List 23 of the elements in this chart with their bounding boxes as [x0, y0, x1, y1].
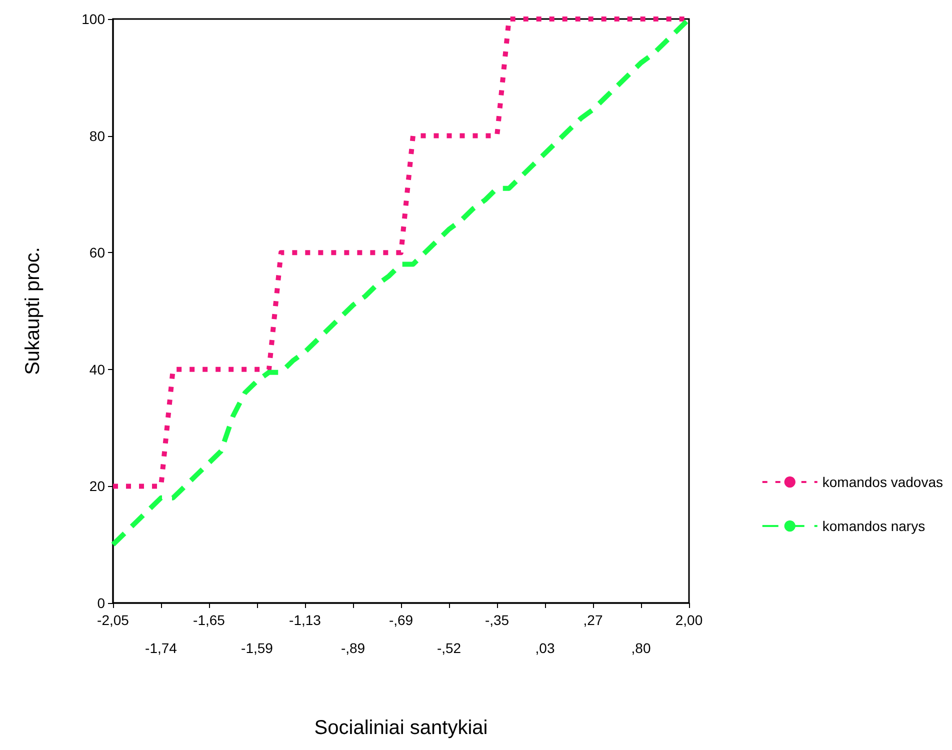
x-tick-label: -,52 — [436, 640, 462, 656]
x-axis-title: Socialiniai santykiai — [314, 717, 488, 739]
legend-label: komandos narys — [822, 518, 926, 534]
x-tick-label: ,27 — [583, 612, 603, 628]
x-tick-label: 2,00 — [675, 612, 703, 628]
y-tick-label: 0 — [97, 595, 106, 611]
x-tick-label: -1,13 — [289, 612, 322, 628]
x-tick-label: -1,59 — [241, 640, 274, 656]
y-axis-title: Sukaupti proc. — [22, 247, 44, 375]
y-tick-label: 60 — [89, 244, 106, 261]
x-tick-label: -1,74 — [145, 640, 178, 656]
y-tick-label: 40 — [89, 361, 106, 378]
y-tick-label: 80 — [89, 128, 106, 144]
x-tick-label: -,89 — [340, 640, 366, 656]
legend-label: komandos vadovas — [822, 474, 944, 490]
x-tick-label: ,80 — [631, 640, 651, 656]
x-tick-label: ,03 — [535, 640, 555, 656]
x-tick-label: -1,65 — [193, 612, 226, 628]
y-tick-label: 100 — [82, 11, 106, 27]
x-tick-label: -2,05 — [97, 612, 130, 628]
x-tick-label: -,35 — [484, 612, 510, 628]
x-tick-label: -,69 — [388, 612, 414, 628]
y-tick-label: 20 — [89, 478, 106, 494]
